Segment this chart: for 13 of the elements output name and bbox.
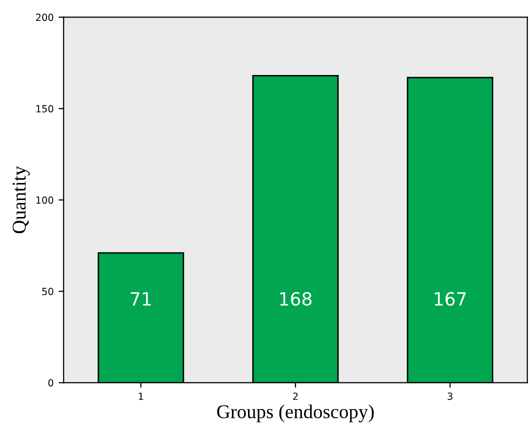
data-label: 167 [434,292,466,306]
x-tick-label: 2 [293,392,298,400]
y-tick-label: 0 [48,379,54,387]
data-label: 71 [130,292,151,306]
y-tick-label: 100 [36,196,54,204]
x-tick-label: 3 [448,392,452,400]
x-tick-label: 1 [138,392,144,400]
y-tick-label: 200 [36,14,54,22]
x-axis-title: Groups (endoscopy) [217,404,374,422]
y-tick-label: 150 [36,105,54,112]
data-label: 168 [280,292,312,306]
y-tick-label: 50 [42,288,54,296]
y-axis-title: Quantity [12,166,30,234]
